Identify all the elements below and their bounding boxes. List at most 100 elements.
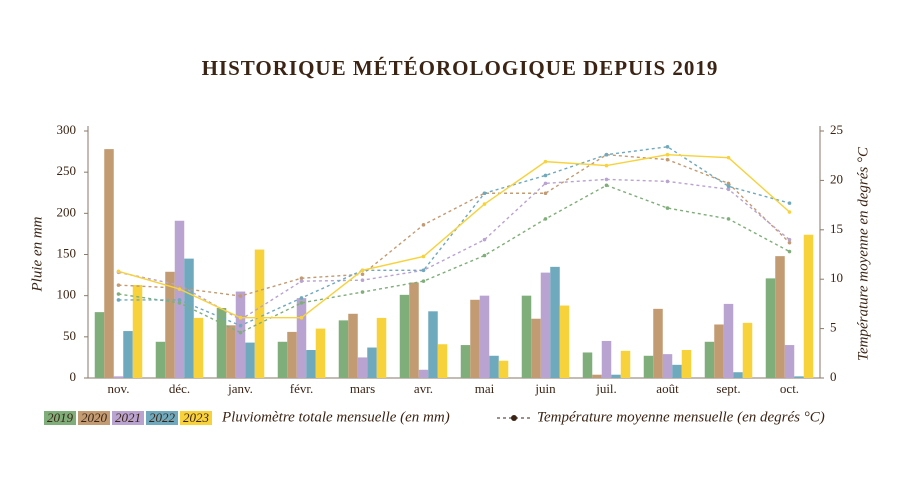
bar bbox=[662, 354, 673, 378]
bar bbox=[155, 341, 166, 378]
y-tick-label: 300 bbox=[57, 122, 77, 137]
temperature-point bbox=[604, 163, 609, 168]
temperature-point bbox=[238, 315, 243, 320]
temperature-point bbox=[360, 268, 365, 273]
temperature-point bbox=[726, 187, 731, 192]
bar bbox=[94, 312, 105, 378]
x-tick-label: mars bbox=[350, 381, 375, 396]
temperature-line bbox=[118, 184, 790, 334]
y2-tick-label: 15 bbox=[830, 221, 843, 236]
x-tick-label: avr. bbox=[414, 381, 433, 396]
temperature-line bbox=[118, 153, 790, 297]
bar bbox=[582, 352, 593, 378]
temperature-point bbox=[787, 201, 792, 205]
x-tick-label: janv. bbox=[227, 381, 253, 396]
rain-legend: Pluviomètre totale mensuelle (en mm) bbox=[221, 409, 450, 425]
temperature-point bbox=[726, 184, 731, 189]
temperature-point bbox=[482, 237, 487, 242]
y2-tick-label: 0 bbox=[830, 369, 837, 384]
bar bbox=[399, 294, 410, 378]
y2-axis-label: Température moyenne en degrés °C bbox=[855, 146, 871, 361]
temperature-point bbox=[543, 159, 548, 164]
chart-title: HISTORIQUE MÉTÉOROLOGIQUE DEPUIS 2019 bbox=[202, 56, 719, 80]
bar bbox=[254, 249, 265, 378]
bar bbox=[306, 350, 316, 378]
bar bbox=[775, 256, 785, 378]
bar bbox=[723, 303, 734, 378]
bar bbox=[184, 258, 194, 378]
bar bbox=[287, 331, 297, 378]
x-tick-label: mai bbox=[475, 381, 495, 396]
temperature-point bbox=[543, 191, 548, 196]
temperature-point bbox=[238, 323, 243, 328]
bar bbox=[113, 376, 124, 378]
legend-swatch bbox=[112, 411, 144, 425]
bar bbox=[672, 364, 682, 378]
bar bbox=[592, 374, 602, 378]
bar bbox=[550, 266, 560, 378]
bar bbox=[277, 341, 288, 378]
bar bbox=[620, 350, 631, 378]
bar bbox=[418, 369, 429, 378]
x-tick-label: déc. bbox=[169, 381, 190, 396]
bar bbox=[531, 318, 541, 378]
bar bbox=[470, 299, 480, 378]
temperature-point bbox=[360, 272, 365, 277]
legend-label: 2021 bbox=[115, 410, 141, 425]
temperature-point bbox=[177, 298, 182, 302]
bar bbox=[643, 355, 654, 378]
bar bbox=[226, 325, 236, 378]
bar bbox=[367, 347, 377, 378]
bar bbox=[338, 320, 349, 378]
bar bbox=[235, 291, 246, 378]
bar bbox=[479, 295, 490, 378]
temperature-point bbox=[421, 223, 426, 227]
bar bbox=[714, 324, 724, 378]
temperature-line bbox=[118, 154, 790, 319]
bar bbox=[357, 357, 368, 378]
bar bbox=[733, 372, 743, 378]
temperature-point bbox=[665, 152, 670, 157]
temperature-point bbox=[177, 287, 182, 291]
y-tick-label: 100 bbox=[57, 287, 77, 302]
temperature-point bbox=[787, 210, 792, 214]
bar bbox=[794, 376, 804, 378]
legend-swatch bbox=[78, 411, 110, 425]
legend-swatch bbox=[44, 411, 76, 425]
temperature-point bbox=[116, 283, 121, 287]
temperature-point bbox=[360, 290, 365, 294]
bar bbox=[742, 322, 753, 378]
temperature-point bbox=[299, 276, 304, 281]
bar bbox=[165, 271, 175, 378]
temperature-point bbox=[482, 202, 487, 206]
bar bbox=[245, 342, 255, 378]
temperature-point bbox=[604, 177, 609, 182]
bar bbox=[437, 344, 448, 378]
temperature-point bbox=[665, 206, 670, 210]
bar bbox=[409, 282, 419, 378]
y-axis-label: Pluie en mm bbox=[29, 216, 45, 292]
bar bbox=[559, 305, 570, 378]
bar bbox=[348, 313, 358, 378]
bar bbox=[521, 295, 532, 378]
bar bbox=[601, 340, 612, 378]
bar bbox=[681, 350, 692, 378]
bar bbox=[296, 298, 307, 378]
legend-swatch bbox=[180, 411, 212, 425]
bar bbox=[193, 317, 204, 378]
temperature-legend: Température moyenne mensuelle (en degrés… bbox=[537, 409, 825, 425]
y-tick-label: 50 bbox=[63, 328, 76, 343]
temperature-point bbox=[421, 268, 426, 273]
x-tick-label: sept. bbox=[716, 381, 740, 396]
x-tick-label: août bbox=[656, 381, 679, 396]
temperature-point bbox=[787, 249, 792, 254]
bar bbox=[132, 284, 143, 378]
legend-label: 2019 bbox=[47, 410, 74, 425]
y-tick-label: 250 bbox=[57, 163, 77, 178]
temperature-point bbox=[482, 191, 487, 196]
temperature-point bbox=[665, 145, 670, 149]
bar bbox=[704, 341, 715, 378]
bar bbox=[315, 328, 326, 378]
temperature-point bbox=[726, 181, 731, 186]
temperature-point bbox=[238, 294, 243, 298]
